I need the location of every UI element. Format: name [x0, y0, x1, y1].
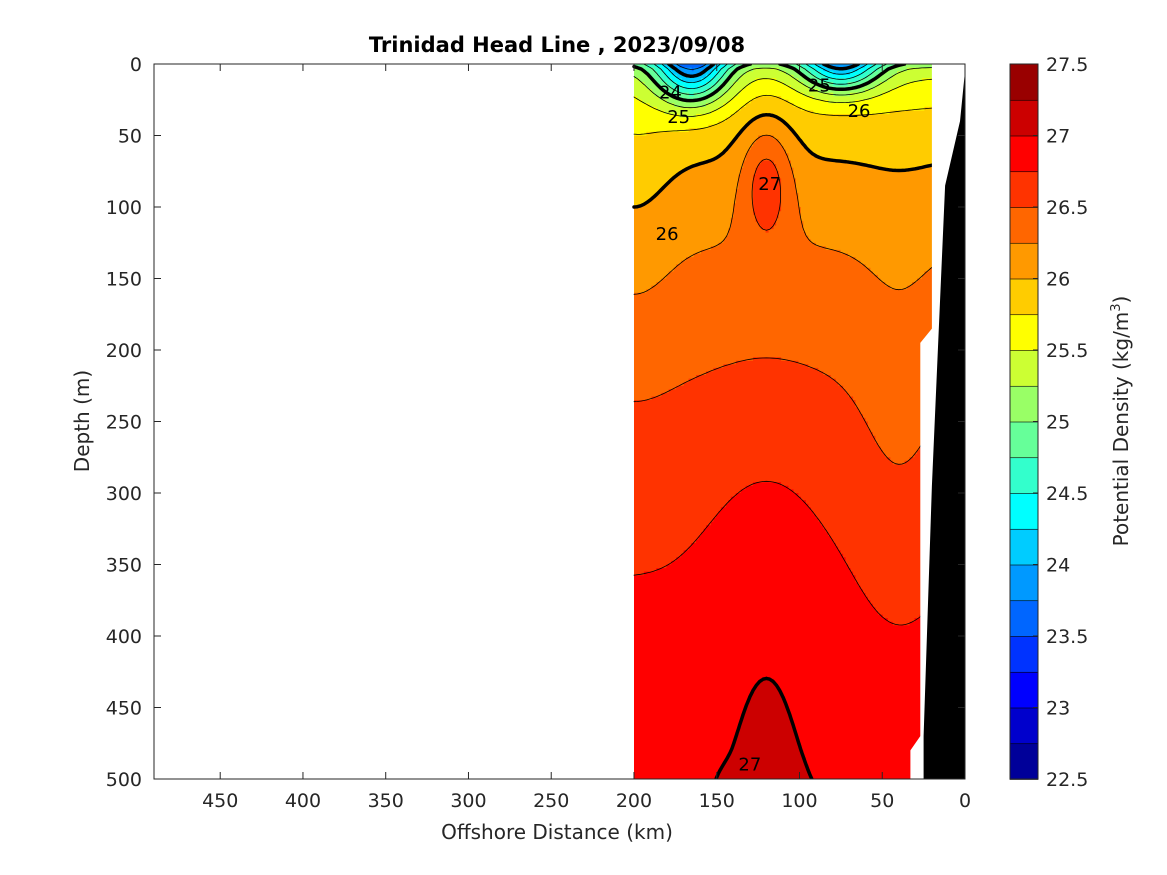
- contour-fill-level: [671, 64, 856, 76]
- colorbar-label-close: ): [1109, 296, 1133, 304]
- colorbar-swatch: [1009, 528, 1039, 566]
- colorbar-swatch: [1009, 635, 1039, 673]
- x-tick-label: 0: [959, 790, 971, 812]
- contour-label: 26: [848, 101, 871, 122]
- x-tick-label: 150: [699, 790, 735, 812]
- colorbar-tick-label: 22.5: [1046, 769, 1088, 791]
- y-tick-label: 400: [106, 626, 142, 648]
- colorbar-swatch: [1009, 385, 1039, 423]
- colorbar-swatch: [1009, 242, 1039, 280]
- contour-label: 27: [758, 174, 781, 195]
- contour-fill-level: [634, 135, 933, 465]
- colorbar-tick-label: 27.5: [1046, 54, 1088, 76]
- contour-line-minor: [633, 134, 933, 295]
- colorbar-swatch: [1009, 206, 1039, 244]
- colorbar-tick-label: 27: [1046, 126, 1070, 148]
- contour-fill-level: [656, 64, 873, 90]
- x-axis: 450 400 350 300 250 200 150 100 50 0: [202, 64, 971, 812]
- contour-line-minor: [633, 78, 933, 117]
- contour-label: 25: [808, 75, 831, 96]
- colorbar-swatch: [1009, 492, 1039, 530]
- contour-line-minor: [633, 94, 933, 135]
- plot-area: 24 25 25 26 27 26 27: [153, 63, 966, 780]
- colorbar-swatches: [1009, 63, 1039, 780]
- colorbar-label: Potential Density (kg/m3): [1109, 296, 1133, 547]
- y-tick-label: 300: [106, 483, 142, 505]
- contour-lines: [632, 64, 934, 779]
- colorbar-swatch: [1009, 99, 1039, 137]
- colorbar-swatch: [1009, 278, 1039, 316]
- seafloor-bathymetry: [910, 64, 965, 779]
- contour-label: 27: [738, 755, 761, 776]
- colorbar-swatch: [1009, 349, 1039, 387]
- y-axis-label: Depth (m): [70, 370, 94, 472]
- chart-title: Trinidad Head Line , 2023/09/08: [369, 33, 745, 57]
- colorbar: 22.5 23 23.5 24 24.5 25 25.5 26 26.5 27 27.5 Poten…: [1009, 54, 1133, 791]
- contour-fill-level: [634, 67, 933, 119]
- colorbar-swatch: [1009, 170, 1039, 208]
- x-tick-label: 250: [533, 790, 569, 812]
- colorbar-tick-label: 24: [1046, 555, 1070, 577]
- colorbar-swatch: [1009, 742, 1039, 780]
- contour-label: 25: [667, 107, 690, 128]
- contour-line-minor: [633, 158, 933, 465]
- contour-fill-level: [634, 96, 933, 208]
- contour-label: 26: [656, 224, 679, 245]
- contour-fill-level: [634, 78, 933, 137]
- colorbar-swatch: [1009, 135, 1039, 173]
- colorbar-swatch: [1009, 671, 1039, 709]
- colorbar-tick-label: 23: [1046, 698, 1070, 720]
- x-tick-label: 100: [781, 790, 817, 812]
- colorbar-label-superscript: 3: [1109, 303, 1124, 311]
- y-tick-label: 250: [106, 412, 142, 434]
- y-tick-label: 450: [106, 698, 142, 720]
- contour-fill-level: [634, 160, 933, 626]
- x-tick-label: 450: [202, 790, 238, 812]
- colorbar-ticks: 22.5 23 23.5 24 24.5 25 25.5 26 26.5 27 27.5: [1033, 54, 1088, 791]
- x-axis-label: Offshore Distance (km): [441, 820, 673, 844]
- colorbar-tick-label: 23.5: [1046, 626, 1088, 648]
- y-axis: 0 50 100 150 200 250 300 350 400 450 500: [106, 54, 965, 791]
- x-tick-label: 400: [285, 790, 321, 812]
- contour-fill-level: [634, 482, 933, 779]
- colorbar-swatch: [1009, 63, 1039, 101]
- y-tick-label: 500: [106, 769, 142, 791]
- contour-fill-level: [646, 64, 883, 97]
- colorbar-swatch: [1009, 599, 1039, 637]
- contour-line-minor: [633, 480, 933, 626]
- contour-line-major: [632, 64, 907, 103]
- contour-fill-level: [715, 678, 811, 779]
- contour-label: 24: [659, 83, 682, 104]
- y-tick-label: 350: [106, 555, 142, 577]
- contour-fills: [634, 64, 933, 779]
- colorbar-swatch: [1009, 707, 1039, 745]
- colorbar-tick-label: 25: [1046, 412, 1070, 434]
- colorbar-swatch: [1009, 421, 1039, 459]
- colorbar-tick-label: 26.5: [1046, 197, 1088, 219]
- contour-labels: 24 25 25 26 27 26 27: [656, 75, 871, 776]
- y-tick-label: 150: [106, 269, 142, 291]
- x-tick-label: 50: [870, 790, 894, 812]
- seafloor-fill: [923, 71, 965, 779]
- x-tick-label: 350: [368, 790, 404, 812]
- contour-line-minor: [633, 67, 933, 109]
- colorbar-tick-label: 25.5: [1046, 340, 1088, 362]
- colorbar-swatch: [1009, 564, 1039, 602]
- contour-line-major: [666, 64, 861, 78]
- contour-line-major: [632, 112, 934, 209]
- x-tick-label: 300: [450, 790, 486, 812]
- y-tick-label: 200: [106, 340, 142, 362]
- y-tick-label: 50: [118, 126, 142, 148]
- y-tick-label: 100: [106, 197, 142, 219]
- x-tick-label: 200: [616, 790, 652, 812]
- contour-line-minor: [653, 64, 877, 89]
- y-tick-label: 0: [130, 54, 142, 76]
- colorbar-tick-label: 24.5: [1046, 483, 1088, 505]
- colorbar-tick-label: 26: [1046, 269, 1070, 291]
- colorbar-label-main: Potential Density (kg/m: [1109, 312, 1133, 547]
- colorbar-swatch: [1009, 456, 1039, 494]
- colorbar-swatch: [1009, 313, 1039, 351]
